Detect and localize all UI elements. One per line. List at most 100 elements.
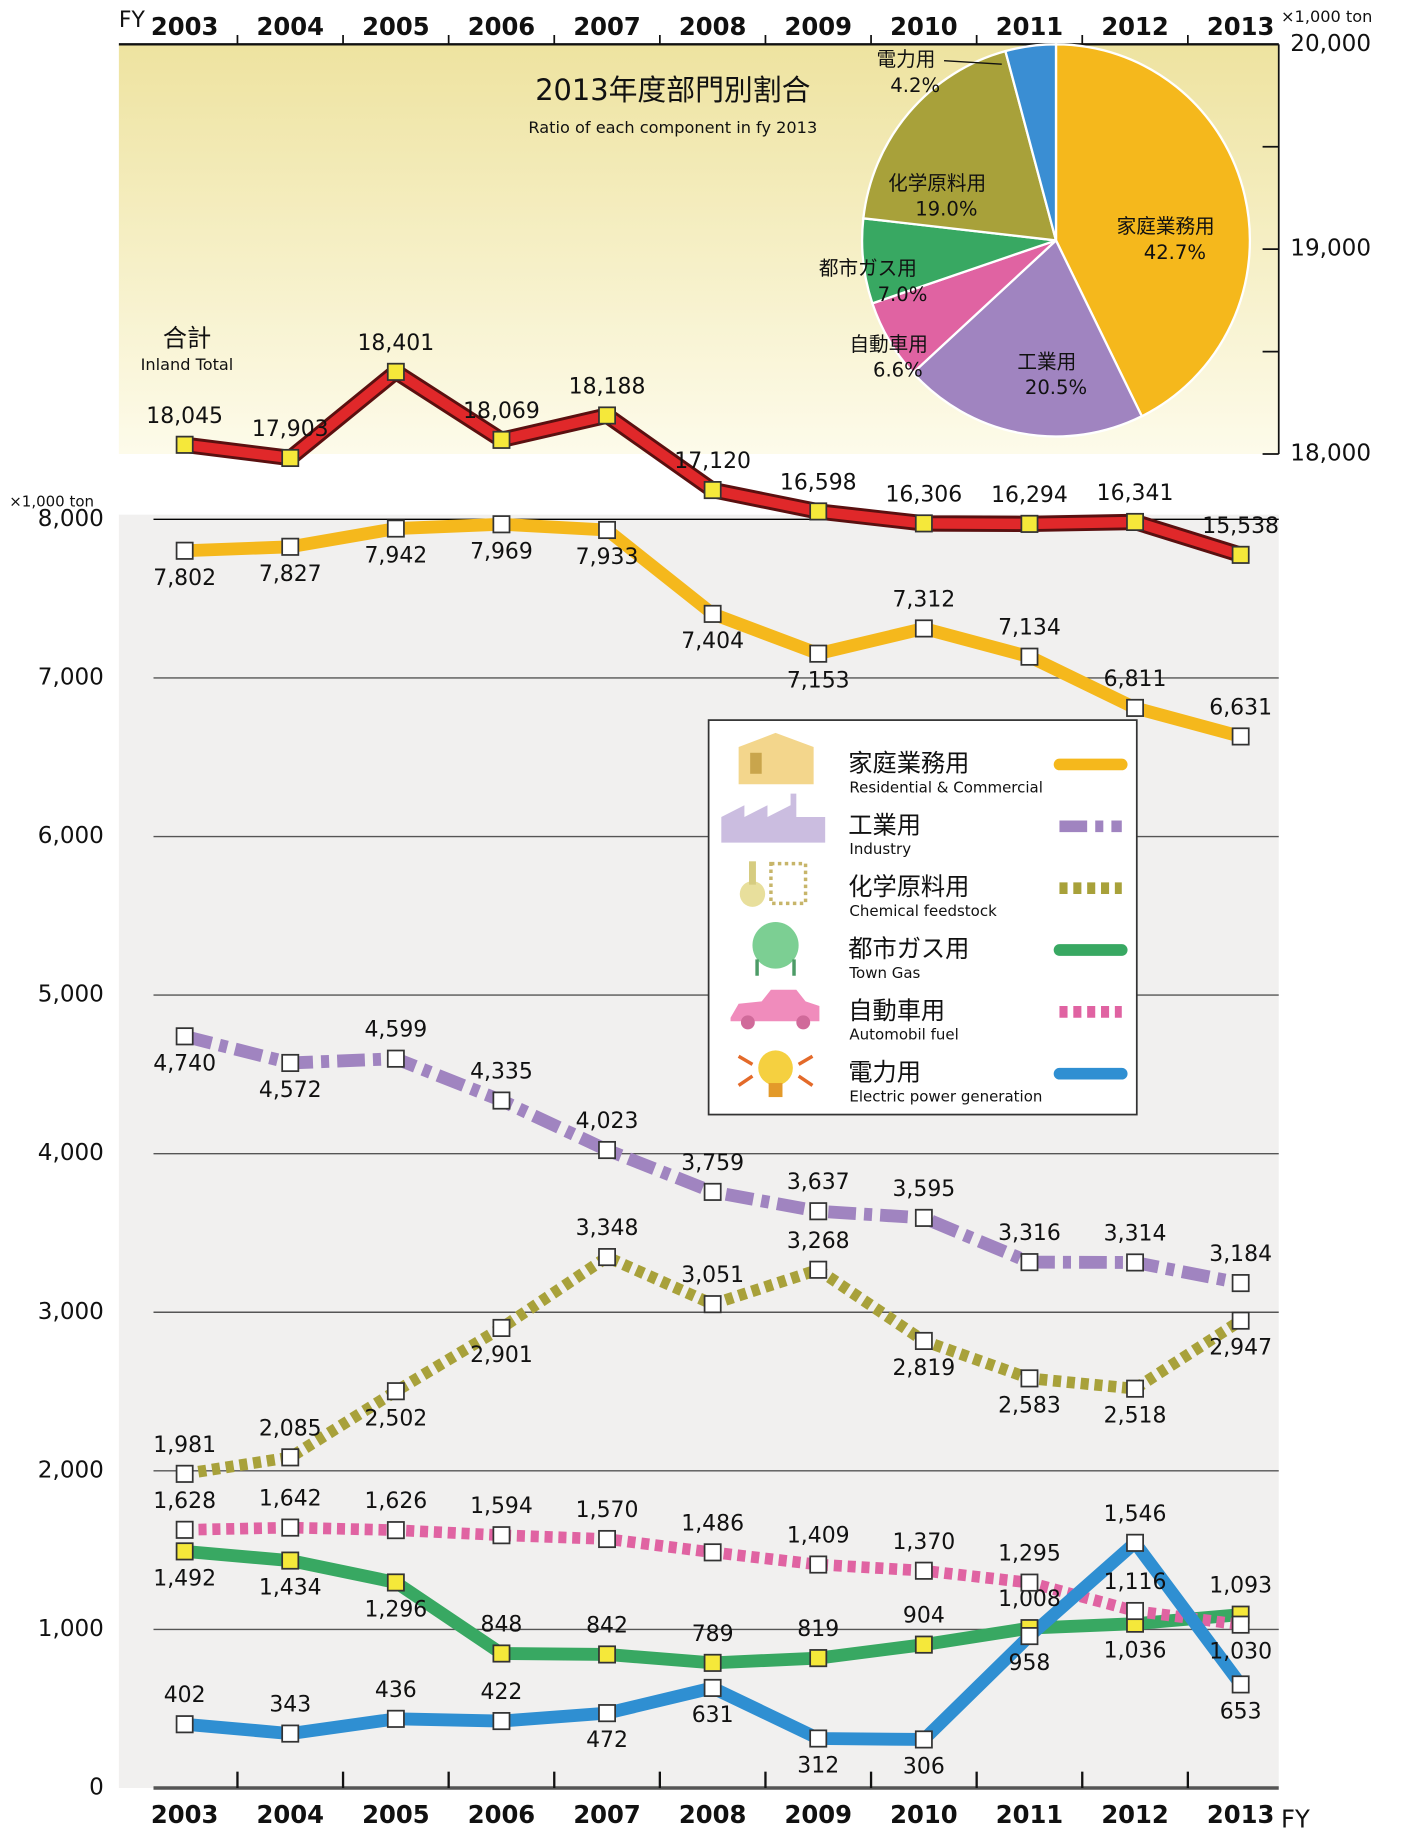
marker: [599, 1531, 615, 1547]
value-label: 1,093: [1209, 1574, 1272, 1599]
total-value-label: 18,401: [357, 331, 434, 356]
value-label: 1,116: [1104, 1570, 1167, 1595]
x-tick-label: 2003: [151, 1800, 218, 1829]
value-label: 7,404: [681, 629, 744, 654]
value-label: 306: [903, 1754, 945, 1779]
marker: [493, 1320, 509, 1336]
y-tick-label: 0: [89, 1773, 104, 1800]
marker: [599, 522, 615, 538]
marker: [1021, 1628, 1037, 1644]
x-tick-label: 2010: [890, 1800, 957, 1829]
value-label: 4,023: [576, 1109, 639, 1134]
marker: [705, 606, 721, 622]
y-tick-label: 7,000: [38, 663, 104, 690]
pie-label: 化学原料用: [888, 172, 986, 195]
value-label: 3,759: [681, 1151, 744, 1176]
top-x-tick-label: 2013: [1207, 12, 1274, 41]
top-y-unit: ×1,000 ton: [1281, 7, 1372, 26]
pie-label: 家庭業務用: [1117, 215, 1215, 238]
value-label: 2,518: [1104, 1404, 1167, 1429]
value-label: 1,981: [153, 1433, 216, 1458]
pie-value-label: 42.7%: [1144, 241, 1206, 264]
marker: [705, 1544, 721, 1560]
value-label: 7,942: [364, 543, 427, 568]
x-tick-label: 2013: [1207, 1800, 1274, 1829]
marker: [599, 1249, 615, 1265]
value-label: 1,030: [1209, 1640, 1272, 1665]
pie-value-label: 7.0%: [878, 283, 928, 306]
pie-label: 工業用: [1017, 350, 1076, 373]
value-label: 2,502: [364, 1406, 427, 1431]
marker: [810, 1730, 826, 1746]
marker: [810, 646, 826, 662]
y-unit: ×1,000 ton: [9, 492, 94, 510]
top-x-tick-label: 2003: [151, 12, 218, 41]
marker: [282, 1055, 298, 1071]
right-tick-label: 20,000: [1290, 30, 1371, 57]
marker: [388, 520, 404, 536]
legend-name-en: Town Gas: [848, 964, 920, 982]
x-label: FY: [1281, 1805, 1310, 1830]
value-label: 1,370: [892, 1530, 955, 1555]
top-x-tick-label: 2008: [679, 12, 746, 41]
total-value-label: 18,069: [463, 399, 540, 424]
total-value-label: 17,903: [252, 417, 329, 442]
top-x-tick-label: 2012: [1101, 12, 1168, 41]
value-label: 7,933: [576, 545, 639, 570]
marker: [916, 1333, 932, 1349]
marker: [177, 1543, 193, 1559]
pie-value-label: 6.6%: [873, 359, 923, 382]
value-label: 422: [481, 1680, 523, 1705]
marker: [599, 1142, 615, 1158]
y-tick-label: 4,000: [38, 1139, 104, 1166]
legend-name-en: Electric power generation: [849, 1088, 1042, 1106]
legend-name: 化学原料用: [848, 872, 969, 901]
total-marker: [599, 407, 615, 423]
marker: [916, 1563, 932, 1579]
value-label: 4,572: [259, 1078, 322, 1103]
marker: [493, 516, 509, 532]
legend-name-en: Chemical feedstock: [849, 902, 997, 920]
y-tick-label: 5,000: [38, 981, 104, 1008]
total-marker: [916, 515, 932, 531]
top-x-tick-label: 2007: [573, 12, 640, 41]
value-label: 848: [481, 1612, 523, 1637]
marker: [1021, 1574, 1037, 1590]
value-label: 2,901: [470, 1343, 533, 1368]
x-tick-label: 2006: [468, 1800, 535, 1829]
marker: [177, 1028, 193, 1044]
value-label: 3,348: [576, 1216, 639, 1241]
pie-subtitle: Ratio of each component in fy 2013: [528, 118, 817, 137]
total-marker: [282, 450, 298, 466]
value-label: 1,434: [259, 1576, 322, 1601]
value-label: 3,184: [1209, 1242, 1272, 1267]
legend-name: 都市ガス用: [848, 934, 969, 963]
marker: [810, 1556, 826, 1572]
value-label: 904: [903, 1604, 945, 1629]
value-label: 2,085: [259, 1416, 322, 1441]
marker: [1233, 728, 1249, 744]
total-marker: [810, 503, 826, 519]
marker: [599, 1705, 615, 1721]
value-label: 1,628: [153, 1489, 216, 1514]
value-label: 7,134: [998, 616, 1061, 641]
total-value-label: 16,294: [991, 483, 1068, 508]
legend-name: 家庭業務用: [848, 748, 969, 777]
value-label: 789: [692, 1622, 734, 1647]
marker: [282, 539, 298, 555]
top-x-tick-label: 2004: [257, 12, 324, 41]
marker: [1021, 1254, 1037, 1270]
marker: [916, 1210, 932, 1226]
value-label: 402: [164, 1683, 206, 1708]
value-label: 958: [1009, 1651, 1051, 1676]
right-tick-label: 19,000: [1290, 235, 1371, 262]
marker: [177, 1466, 193, 1482]
value-label: 1,036: [1104, 1639, 1167, 1664]
pie-title: 2013年度部門別割合: [535, 73, 810, 107]
value-label: 3,595: [892, 1177, 955, 1202]
top-x-label: FY: [119, 8, 146, 33]
marker: [1127, 1535, 1143, 1551]
value-label: 3,637: [787, 1170, 850, 1195]
value-label: 2,583: [998, 1393, 1061, 1418]
